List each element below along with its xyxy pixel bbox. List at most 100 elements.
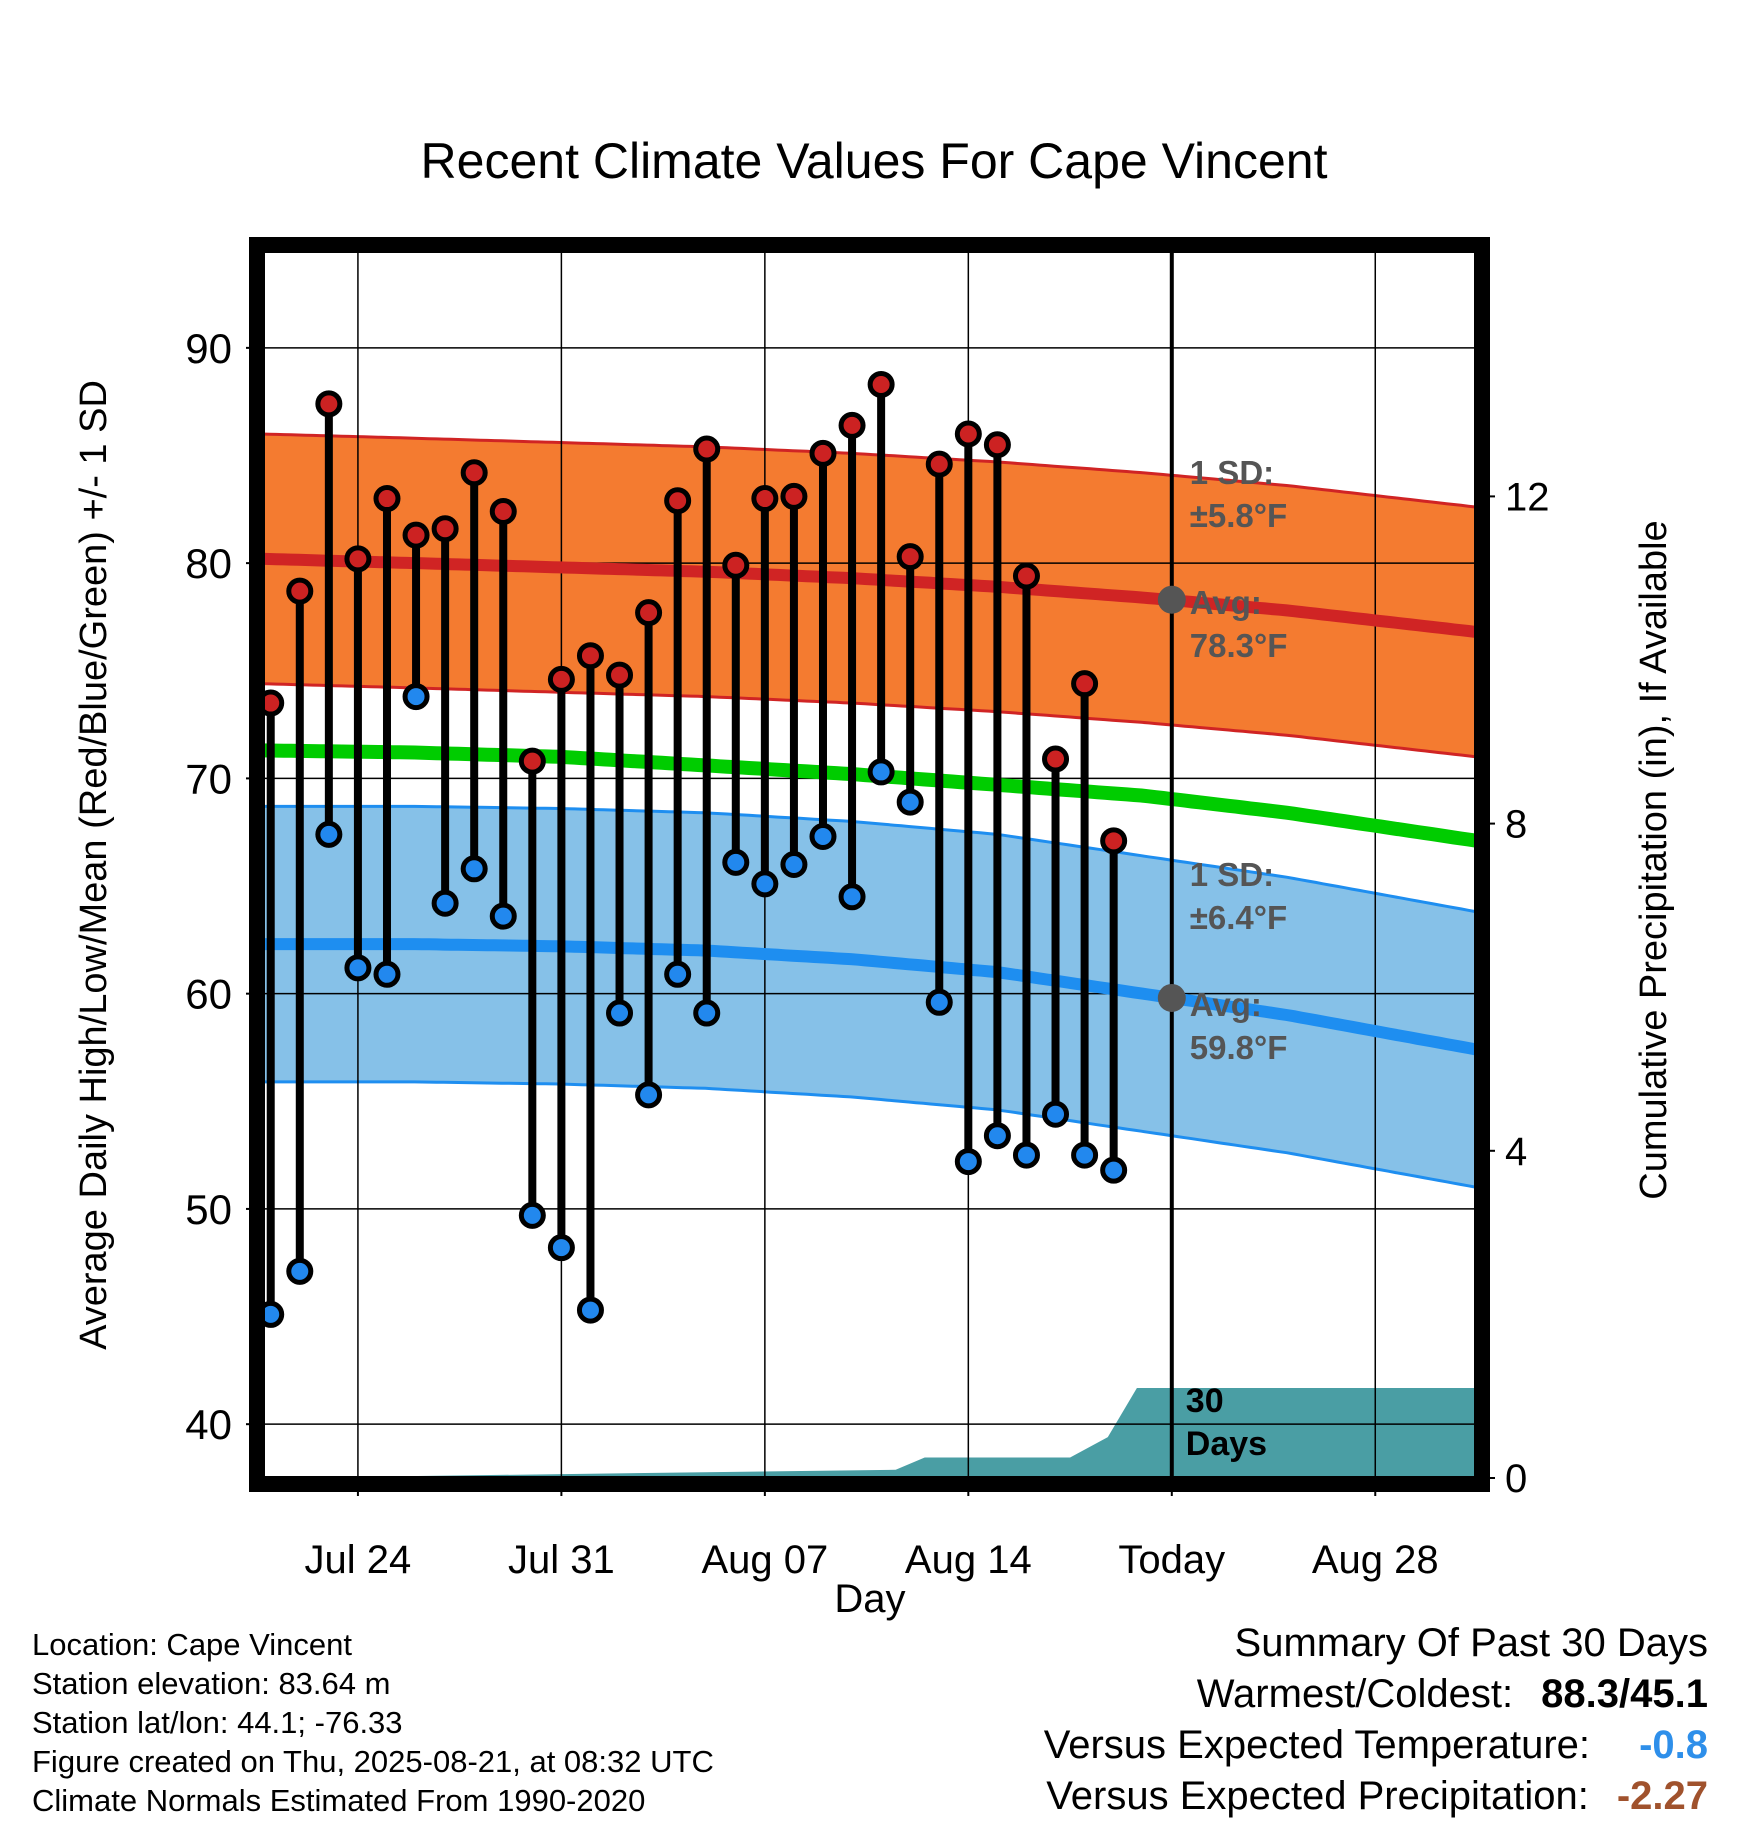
high-sd-annotation-value: ±5.8°F <box>1190 497 1287 534</box>
obs-low-point <box>315 820 343 848</box>
temp-departure-value: -0.8 <box>1639 1723 1708 1767</box>
high-band-lower-edge <box>262 682 1476 759</box>
low-avg-annotation: Avg: 59.8°F <box>1190 986 1288 1066</box>
obs-low-point <box>925 988 953 1016</box>
obs-low-point <box>606 999 634 1027</box>
summary-temp-departure: Versus Expected Temperature: -0.8 <box>1044 1720 1708 1771</box>
warmest-value: 88.3 <box>1541 1672 1620 1716</box>
obs-high-point <box>896 543 924 571</box>
obs-low-point <box>460 855 488 883</box>
obs-high-point <box>373 485 401 513</box>
obs-low-point <box>262 1300 285 1328</box>
y-tick-label: 80 <box>185 540 232 587</box>
latlon-text: Station lat/lon: 44.1; -76.33 <box>32 1705 403 1740</box>
x-tick-label: Jul 31 <box>508 1538 615 1582</box>
obs-high-point <box>315 390 343 418</box>
obs-high-point <box>344 545 372 573</box>
normals-text: Climate Normals Estimated From 1990-2020 <box>32 1783 646 1818</box>
obs-low-point <box>983 1122 1011 1150</box>
obs-high-point <box>1071 670 1099 698</box>
obs-low-point <box>489 902 517 930</box>
precip-departure-value: -2.27 <box>1616 1774 1708 1818</box>
precip-area <box>262 1388 1477 1478</box>
obs-high-point <box>262 689 285 717</box>
obs-low-point <box>867 758 895 786</box>
high-sd-annotation-label: 1 SD: <box>1190 454 1274 491</box>
obs-high-point <box>606 661 634 689</box>
obs-low-point <box>547 1234 575 1262</box>
obs-high-point <box>867 370 895 398</box>
obs-low-point <box>344 954 372 982</box>
y-tick-label: 70 <box>185 755 232 802</box>
y-tick-label: 60 <box>185 971 232 1018</box>
y-axis-label: Average Daily High/Low/Mean (Red/Blue/Gr… <box>73 380 115 1350</box>
obs-low-point <box>373 960 401 988</box>
obs-low-point <box>896 788 924 816</box>
obs-low-point <box>635 1081 663 1109</box>
obs-low-point <box>1042 1100 1070 1128</box>
obs-low-point <box>722 848 750 876</box>
elevation-text: Station elevation: 83.64 m <box>32 1666 391 1701</box>
obs-low-point <box>751 870 779 898</box>
y2-tick-label: 8 <box>1505 803 1527 847</box>
obs-high-point <box>780 482 808 510</box>
low-band-upper-edge <box>262 804 1476 914</box>
x-tick-label: Jul 24 <box>305 1538 412 1582</box>
low-avg-annotation-label: Avg: <box>1190 986 1262 1023</box>
obs-high-point <box>286 577 314 605</box>
obs-low-point <box>954 1148 982 1176</box>
station-info: Location: Cape Vincent Station elevation… <box>32 1625 714 1820</box>
obs-high-point <box>1012 562 1040 590</box>
created-text: Figure created on Thu, 2025-08-21, at 08… <box>32 1744 714 1779</box>
obs-high-point <box>460 459 488 487</box>
obs-high-point <box>635 599 663 627</box>
x-tick-label: Aug 07 <box>701 1538 828 1582</box>
obs-low-point <box>402 683 430 711</box>
x-tick-label: Aug 28 <box>1312 1538 1439 1582</box>
obs-high-point <box>1042 745 1070 773</box>
low-sd-annotation-value: ±6.4°F <box>1190 899 1287 936</box>
obs-low-point <box>576 1296 604 1324</box>
chart-title: Recent Climate Values For Cape Vincent <box>420 133 1328 189</box>
high-avg-annotation-label: Avg: <box>1190 584 1262 621</box>
y-tick-label: 50 <box>185 1186 232 1233</box>
obs-high-point <box>809 439 837 467</box>
obs-high-point <box>489 497 517 525</box>
obs-high-point <box>925 450 953 478</box>
obs-high-point <box>751 485 779 513</box>
low-avg-annotation-value: 59.8°F <box>1190 1029 1288 1066</box>
obs-low-point <box>1100 1156 1128 1184</box>
x-axis-label: Day <box>834 1577 906 1621</box>
obs-high-point <box>547 665 575 693</box>
y2-axis-label: Cumulative Precipitation (in), If Availa… <box>1633 520 1675 1199</box>
low-sd-annotation: 1 SD: ±6.4°F <box>1190 856 1287 936</box>
precip-days-text: Days <box>1186 1425 1267 1463</box>
obs-high-point <box>1100 827 1128 855</box>
obs-low-point <box>1012 1141 1040 1169</box>
plot-content: 1 SD: ±5.8°F Avg: 78.3°F 1 SD: ±6.4°F Avg: 59.8… <box>262 251 1477 1478</box>
y2-tick-label: 4 <box>1505 1130 1527 1174</box>
x-tick-label: Aug 14 <box>905 1538 1032 1582</box>
high-avg-annotation: Avg: 78.3°F <box>1190 584 1288 664</box>
obs-low-point <box>286 1257 314 1285</box>
location-text: Location: Cape Vincent <box>32 1627 352 1662</box>
high-band-upper-edge <box>262 432 1476 509</box>
obs-high-point <box>402 521 430 549</box>
y-tick-label: 40 <box>185 1401 232 1448</box>
low-band-lower-edge <box>262 1080 1476 1189</box>
summary-precip-departure: Versus Expected Precipitation: -2.27 <box>1044 1771 1708 1822</box>
low-sd-annotation-label: 1 SD: <box>1190 856 1274 893</box>
y2-tick-label: 12 <box>1505 475 1550 519</box>
today-low-avg-marker <box>1157 983 1186 1012</box>
x-tick-label: Today <box>1118 1538 1225 1582</box>
today-high-avg-marker <box>1157 585 1186 614</box>
obs-low-point <box>431 889 459 917</box>
obs-high-point <box>954 420 982 448</box>
obs-high-point <box>838 411 866 439</box>
summary-warmest-coldest: Warmest/Coldest: 88.3/45.1 <box>1196 1672 1708 1716</box>
normal-high-line <box>262 552 1477 638</box>
obs-high-point <box>664 487 692 515</box>
obs-high-point <box>518 747 546 775</box>
high-avg-annotation-value: 78.3°F <box>1190 627 1288 664</box>
obs-low-point <box>518 1201 546 1229</box>
